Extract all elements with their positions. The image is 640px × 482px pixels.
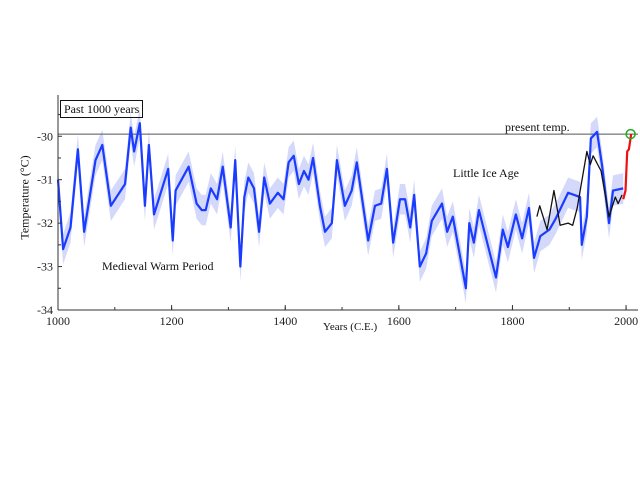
x-tick-label: 1600	[387, 314, 411, 328]
annotation-little-ice-age: Little Ice Age	[453, 166, 519, 180]
present-temp-marker	[625, 128, 636, 140]
x-tick-label: 1400	[273, 314, 297, 328]
y-tick-label: -30	[37, 129, 53, 143]
y-axis-label: Temperature (°C)	[17, 155, 32, 240]
y-tick-label: -33	[37, 260, 53, 274]
x-tick-label: 2000	[614, 314, 638, 328]
present-temp-label: present temp.	[505, 120, 570, 134]
y-tick-label: -31	[37, 173, 53, 187]
series-reconstruction	[56, 122, 624, 290]
annotation-medieval-warm-period: Medieval Warm Period	[102, 259, 214, 273]
uncertainty-band	[58, 108, 624, 304]
series-lines	[56, 122, 633, 290]
series-recent	[622, 133, 633, 200]
x-tick-label: 1000	[46, 314, 70, 328]
period-label-box: Past 1000 years	[60, 100, 144, 118]
uncertainty-bands	[58, 108, 624, 304]
y-tick-label: -34	[37, 303, 53, 317]
y-tick-label: -32	[37, 216, 53, 230]
x-tick-label: 1800	[500, 314, 524, 328]
x-axis-label: Years (C.E.)	[323, 321, 378, 333]
x-tick-label: 1200	[160, 314, 184, 328]
series-instrumental	[536, 150, 623, 231]
